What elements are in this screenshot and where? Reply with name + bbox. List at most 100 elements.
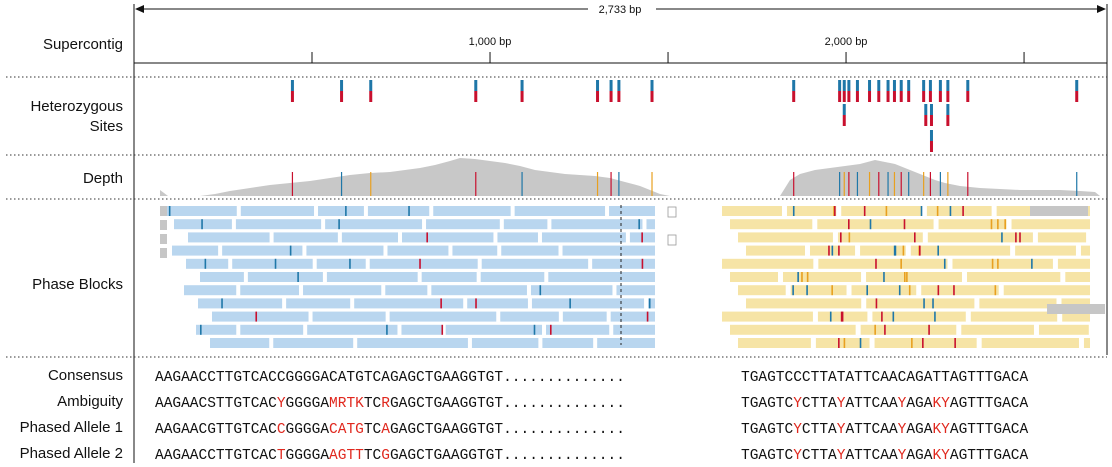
seq-variant: Y [898,448,907,464]
seq-variant: A [381,422,390,438]
phase-read [354,298,464,309]
het-site-marker [922,91,926,102]
het-site-marker [847,80,851,91]
read-variant [922,338,924,348]
read-variant [892,311,895,322]
het-site-marker [966,91,970,102]
phase-read [247,272,323,282]
phase-read [1061,298,1090,309]
read-variant [569,298,571,309]
phase-read [815,338,870,348]
seq-segment: AAGAACCTTGTCACCGGGGACATGTCAGAGCTGAAGGTGT [155,370,503,386]
phase-read [722,311,813,322]
read-variant [900,258,902,269]
depth-variant-marks [291,172,1078,196]
read-variant [838,338,840,348]
gap-box [667,234,677,246]
allele2-left: AAGAACCTTGTCACTGGGGAAGTTTCGGAGCTGAAGGTGT… [155,448,625,464]
phase-read [160,206,237,216]
track-labels: Supercontig Heterozygous Sites Depth Pha… [20,36,124,462]
seq-segment: TC [364,448,382,464]
het-site-marker [474,80,478,91]
label-phased-allele-1: Phased Allele 1 [20,419,123,436]
phase-read [966,272,1061,282]
unphased-read [160,206,167,216]
seq-segment: CTTA [802,396,837,412]
read-variant [168,206,171,216]
read-variant [903,219,906,230]
seq-segment: ATTCAA [845,396,898,412]
phase-read [597,338,655,348]
het-site-marker [966,80,970,91]
seq-segment: GGGGA [286,422,330,438]
axis-tick-label: 2,000 bp [825,36,868,48]
read-variant [426,232,428,243]
phase-read [307,324,398,335]
ambiguity-left: AAGAACSTTGTCACYGGGGAMRTKTCRGAGCTGAAGGTGT… [155,396,625,412]
het-site-marker [924,104,928,115]
het-site-marker [838,80,842,91]
read-variant [386,324,388,335]
phase-read [722,206,782,216]
phase-read [996,206,1049,216]
seq-variant: Y [793,422,802,438]
phase-read [240,285,300,296]
seq-segment: TGAGTCCCTTATATTCAACAGATTAGTTTGACA [741,370,1028,386]
phase-read [860,245,906,256]
read-variant [648,298,651,309]
het-site-marker [899,80,903,91]
seq-gap: .............. [503,422,625,438]
phase-read [480,272,545,282]
seq-variant: Y [898,422,907,438]
het-site-marker [855,91,859,102]
read-variant [1004,219,1006,230]
seq-segment: TC [364,396,382,412]
phased-allele-1-sequence: AAGAACGTTGTCACCGGGGACATGTCAGAGCTGAAGGTGT… [155,422,1028,438]
phase-read [609,206,655,216]
ambiguity-right: TGAGTCYCTTAYATTCAAYAGAKYAGTTTGACA [741,396,1028,412]
seq-variant: Y [837,448,846,464]
phase-read [235,219,322,230]
phase-read [531,298,645,309]
seq-segment: AGTTTGACA [950,422,1029,438]
read-variant [1015,232,1017,243]
het-site-marker [290,80,294,91]
phase-read [970,311,1058,322]
phase-read [500,311,559,322]
phase-read [541,232,626,243]
gap-box [667,206,677,218]
phase-read [1083,338,1090,348]
label-depth: Depth [83,170,123,187]
phase-read [174,219,232,230]
sequence-panel: AAGAACCTTGTCACCGGGGACATGTCAGAGCTGAAGGTGT… [155,370,1028,464]
het-site-marker [596,80,600,91]
label-heterozygous: Heterozygous [30,98,123,115]
read-variant [828,245,830,256]
seq-segment: GGGGA [286,396,330,412]
phase-read [1037,232,1087,243]
seq-segment: AGA [906,448,932,464]
seq-variant: Y [793,396,802,412]
phase-read [184,285,237,296]
unphased-read [1047,304,1105,314]
phase-read [872,311,966,322]
het-site-marker [929,104,933,115]
read-variant [911,338,913,348]
phase-read [222,245,303,256]
read-variant [834,206,836,216]
seq-variant: Y [793,448,802,464]
read-variant [994,285,997,296]
phase-read [1015,245,1076,256]
phase-read [196,324,237,335]
read-variant [641,232,643,243]
label-sites: Sites [90,118,123,135]
seq-segment: ATTCAA [845,448,898,464]
het-site-marker [1075,80,1079,91]
het-site-marker [938,91,942,102]
phase-read [1062,311,1090,322]
read-variant [920,206,923,216]
seq-segment: GAGCTGAAGGTGT [390,448,503,464]
depth-track [160,158,1100,196]
read-variant [221,298,223,309]
